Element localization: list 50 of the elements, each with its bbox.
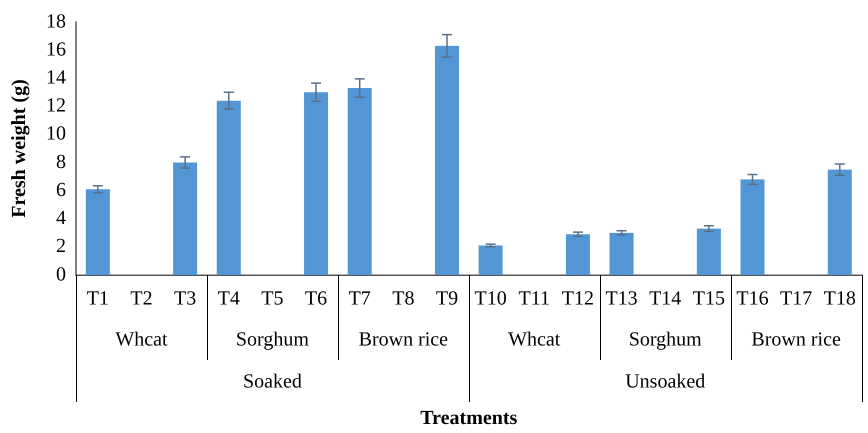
x-tick-label: T3	[174, 287, 196, 310]
y-tick-label: 2	[56, 235, 66, 258]
x-tick-label: T4	[218, 287, 240, 310]
text: Whcat	[115, 328, 168, 350]
x-tick-label: T15	[692, 287, 725, 310]
x-tick-label: T8	[392, 287, 414, 310]
text: Unsoaked	[625, 370, 706, 392]
text: Brown rice	[751, 328, 841, 350]
x-tick-label: T10	[474, 287, 507, 310]
bar	[478, 245, 503, 275]
x-tick-label: T14	[649, 287, 682, 310]
bar	[828, 170, 852, 275]
bar	[348, 88, 372, 275]
bar	[86, 189, 110, 275]
bar	[610, 232, 634, 275]
bar	[696, 228, 721, 275]
x-tick-label: T6	[304, 287, 328, 310]
bar	[566, 234, 590, 275]
y-tick-label: 4	[56, 207, 66, 230]
y-tick-label: 16	[46, 38, 66, 60]
text: Sorghum	[236, 328, 310, 350]
y-tick-label: 8	[56, 150, 66, 173]
y-tick-label: 14	[46, 66, 66, 88]
x-tick-label: T2	[130, 287, 153, 310]
text: Brown rice	[358, 328, 448, 350]
x-tick-label: T12	[562, 287, 594, 310]
y-tick-label: 0	[56, 263, 66, 286]
y-tick-label: 10	[46, 122, 66, 145]
y-tick-label: 12	[46, 94, 66, 117]
bar	[740, 179, 764, 275]
y-axis-title: Fresh weight (g)	[8, 79, 30, 218]
x-tick-label: T13	[605, 287, 638, 310]
x-tick-label: T7	[348, 287, 371, 310]
x-tick-label: T5	[261, 287, 284, 310]
x-tick-label: T11	[518, 287, 550, 310]
bar	[216, 100, 241, 275]
y-tick-label: 18	[46, 10, 66, 32]
bar	[173, 162, 198, 275]
x-axis-title: Treatments	[420, 407, 518, 430]
bar	[434, 46, 459, 275]
x-tick-label: T1	[86, 287, 109, 310]
text: Whcat	[508, 328, 561, 350]
bar	[304, 92, 328, 275]
text: Sorghum	[628, 328, 702, 350]
x-tick-label: T18	[824, 287, 856, 310]
x-tick-label: T17	[780, 287, 812, 310]
x-tick-label: T16	[736, 287, 769, 310]
y-tick-label: 6	[56, 178, 66, 201]
text: Soaked	[242, 370, 302, 392]
x-tick-label: T9	[436, 287, 458, 310]
